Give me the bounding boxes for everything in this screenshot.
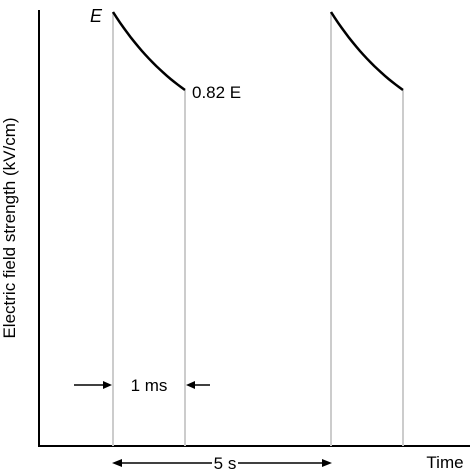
- arrowhead-left-icon: [186, 381, 195, 389]
- pulse-end-label: 0.82 E: [192, 83, 241, 102]
- pulse-curve: [329, 11, 404, 92]
- x-axis-label: Time: [426, 453, 463, 472]
- arrowhead-right-icon: [322, 459, 332, 467]
- y-axis-label: Electric field strength (kV/cm): [0, 117, 19, 338]
- pulse-start-label: E: [90, 6, 103, 26]
- pulse-width-label: 1 ms: [131, 376, 168, 395]
- arrowhead-right-icon: [103, 381, 112, 389]
- arrowhead-left-icon: [112, 459, 122, 467]
- pulse-curve: [111, 11, 186, 92]
- pulse-interval-label: 5 s: [214, 454, 237, 473]
